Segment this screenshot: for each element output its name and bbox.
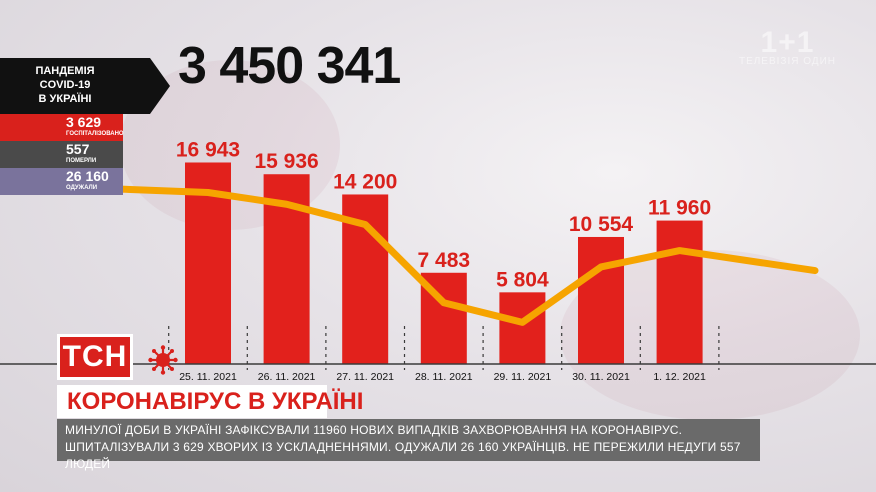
trend-line bbox=[0, 180, 819, 326]
bar-value-label: 5 804 bbox=[496, 268, 549, 291]
x-tick-label: 28. 11. 2021 bbox=[415, 371, 473, 383]
headline-title: КОРОНАВІРУС В УКРАЇНІ bbox=[57, 385, 363, 418]
x-tick-label: 29. 11. 2021 bbox=[494, 371, 552, 383]
deaths-value: 557 bbox=[66, 141, 90, 157]
panel-title-line: COVID-19 bbox=[39, 79, 91, 91]
pandemic-panel-title: ПАНДЕМІЯ COVID-19 В УКРАЇНІ bbox=[0, 58, 170, 114]
deaths-stat: 557 ПОМЕРЛИ bbox=[0, 141, 123, 168]
recovered-value: 26 160 bbox=[66, 168, 109, 184]
bar-value-label: 14 200 bbox=[333, 170, 397, 193]
x-tick-label: 26. 11. 2021 bbox=[258, 371, 316, 383]
hospitalized-label: ГОСПІТАЛІЗОВАНО bbox=[66, 131, 124, 137]
hospitalized-stat: 3 629 ГОСПІТАЛІЗОВАНО bbox=[0, 114, 124, 141]
news-ticker: МИНУЛОЇ ДОБИ В УКРАЇНІ ЗАФІКСУВАЛИ 11960… bbox=[57, 419, 760, 471]
panel-title-line: ПАНДЕМІЯ bbox=[35, 65, 95, 77]
recovered-label: ОДУЖАЛИ bbox=[66, 185, 98, 191]
panel-title-line: В УКРАЇНІ bbox=[38, 93, 92, 105]
logo-text: 1+1 bbox=[760, 26, 815, 59]
tsn-logo: ТСН bbox=[57, 334, 133, 380]
bar-value-label: 7 483 bbox=[418, 249, 471, 272]
x-tick-label: 1. 12. 2021 bbox=[653, 371, 706, 383]
x-tick-label: 27. 11. 2021 bbox=[336, 371, 394, 383]
x-tick-label: 25. 11. 2021 bbox=[179, 371, 237, 383]
hospitalized-value: 3 629 bbox=[66, 114, 102, 130]
logo-subtext: ТЕЛЕВІЗІЯ ОДИН bbox=[738, 56, 836, 67]
x-tick-label: 30. 11. 2021 bbox=[572, 371, 630, 383]
bar-value-label: 16 943 bbox=[176, 138, 240, 161]
bar-value-label: 15 936 bbox=[254, 150, 318, 173]
deaths-label: ПОМЕРЛИ bbox=[66, 158, 97, 164]
channel-logo: 1+1 ТЕЛЕВІЗІЯ ОДИН bbox=[739, 26, 836, 67]
bar-6 bbox=[656, 220, 703, 364]
bar-5 bbox=[578, 236, 624, 364]
virus-icon bbox=[148, 345, 178, 375]
recovered-stat: 26 160 ОДУЖАЛИ bbox=[0, 168, 123, 195]
bar-4 bbox=[499, 292, 546, 364]
total-cases: 3 450 341 bbox=[178, 37, 401, 95]
bar-value-label: 10 554 bbox=[569, 213, 634, 236]
bar-value-label: 11 960 bbox=[648, 197, 711, 220]
